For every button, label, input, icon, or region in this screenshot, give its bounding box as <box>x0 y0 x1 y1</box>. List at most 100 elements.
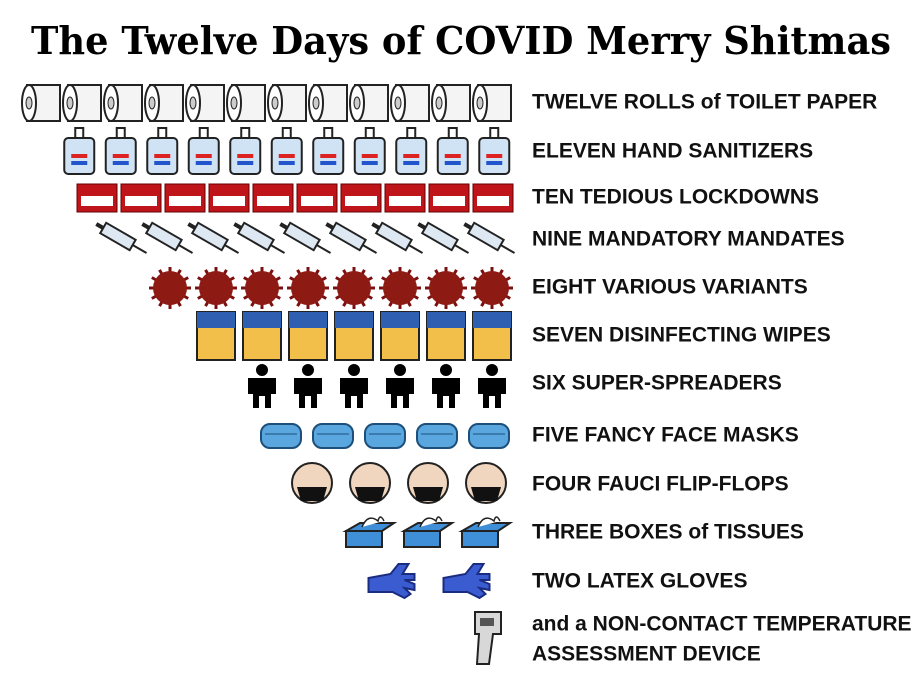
icon <box>241 267 283 309</box>
pump <box>323 127 334 139</box>
plunger <box>279 222 289 230</box>
icon <box>472 311 512 361</box>
roll-hole <box>271 96 279 110</box>
icon <box>63 127 96 175</box>
icon <box>417 221 470 254</box>
icon <box>279 221 332 254</box>
icon <box>333 267 375 309</box>
stripe <box>320 161 337 165</box>
mask <box>468 423 510 449</box>
head <box>256 364 268 376</box>
roll-hole <box>353 96 361 110</box>
canister-top <box>197 312 235 328</box>
icon <box>270 127 303 175</box>
tissue <box>361 516 385 528</box>
icon <box>252 183 294 213</box>
face-mask <box>355 487 385 501</box>
icon <box>248 364 276 408</box>
glove <box>442 563 491 600</box>
tissue-box <box>458 522 514 548</box>
stripe <box>237 161 254 165</box>
roll-hole <box>107 96 115 110</box>
row-label: SEVEN DISINFECTING WIPES <box>532 324 831 347</box>
icon <box>21 84 61 122</box>
icon <box>400 516 456 548</box>
icon <box>95 221 148 254</box>
sign-band <box>477 196 509 206</box>
icon <box>312 423 354 449</box>
virus <box>153 271 187 305</box>
icon <box>62 84 102 122</box>
icon <box>267 84 307 122</box>
virus <box>337 271 371 305</box>
row-label: ELEVEN HAND SANITIZERS <box>532 140 813 163</box>
icon <box>474 611 502 665</box>
icon <box>431 84 471 122</box>
roll-hole <box>312 96 320 110</box>
stripe <box>361 161 378 165</box>
needle <box>408 244 424 254</box>
head <box>302 364 314 376</box>
plunger <box>141 222 151 230</box>
stripe <box>195 154 212 158</box>
icon <box>334 311 374 361</box>
needle <box>362 244 378 254</box>
row-label: TEN TEDIOUS LOCKDOWNS <box>532 186 819 209</box>
icon <box>436 127 469 175</box>
icon <box>478 127 511 175</box>
icon <box>287 267 329 309</box>
plunger <box>463 222 473 230</box>
face-mask <box>471 487 501 501</box>
icon <box>425 267 467 309</box>
virus <box>245 271 279 305</box>
icon <box>187 221 240 254</box>
plunger <box>417 222 427 230</box>
pump <box>198 127 209 139</box>
needle <box>178 244 194 254</box>
icon <box>472 84 512 122</box>
stripe <box>154 161 171 165</box>
virus <box>429 271 463 305</box>
icon <box>291 462 333 504</box>
virus <box>199 271 233 305</box>
stripe <box>237 154 254 158</box>
sign-band <box>301 196 333 206</box>
pump <box>281 127 292 139</box>
roll-hole <box>435 96 443 110</box>
pump <box>447 127 458 139</box>
row-label: THREE BOXES of TISSUES <box>532 521 804 544</box>
plunger <box>233 222 243 230</box>
face-mask <box>297 487 327 501</box>
icon <box>342 516 398 548</box>
icon <box>367 563 416 600</box>
canister-top <box>427 312 465 328</box>
sign-band <box>125 196 157 206</box>
icon <box>196 311 236 361</box>
icon <box>185 84 225 122</box>
sign-band <box>389 196 421 206</box>
pump <box>240 127 251 139</box>
virus <box>383 271 417 305</box>
needle <box>316 244 332 254</box>
tissue <box>419 516 443 528</box>
stripe <box>403 161 420 165</box>
icon <box>164 183 206 213</box>
stripe <box>112 161 129 165</box>
tissue-box <box>342 522 398 548</box>
pump <box>115 127 126 139</box>
canister-top <box>473 312 511 328</box>
icon <box>384 183 426 213</box>
tissue-box <box>400 522 456 548</box>
icon <box>426 311 466 361</box>
needle <box>224 244 240 254</box>
body <box>340 378 368 408</box>
icon <box>195 267 237 309</box>
mask <box>260 423 302 449</box>
icon <box>141 221 194 254</box>
icon <box>144 84 184 122</box>
head <box>440 364 452 376</box>
sign-band <box>345 196 377 206</box>
icon <box>120 183 162 213</box>
roll-hole <box>230 96 238 110</box>
